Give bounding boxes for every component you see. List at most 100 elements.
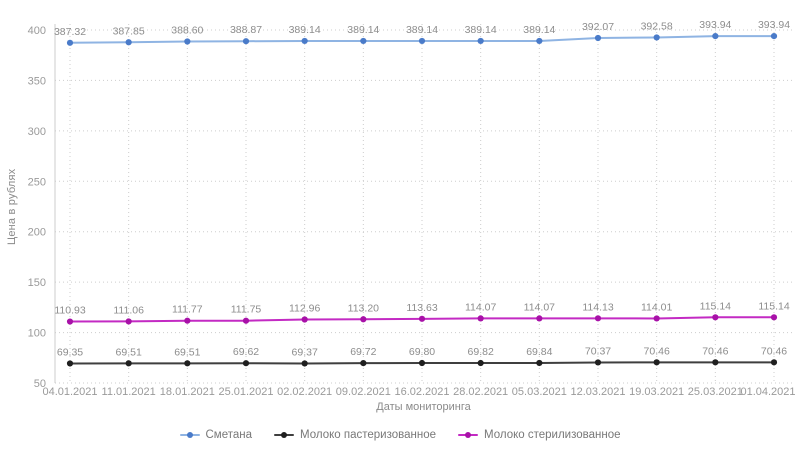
- series-bullet-1[interactable]: [242, 360, 250, 367]
- value-label: 389.14: [406, 24, 438, 36]
- series-bullet-0[interactable]: [360, 37, 367, 45]
- legend-label: Молоко пастеризованное: [300, 429, 436, 441]
- y-tick-label: 400: [28, 25, 46, 37]
- y-tick-label: 100: [28, 328, 46, 340]
- series-bullet-2[interactable]: [184, 317, 191, 324]
- value-label: 69.35: [57, 346, 83, 358]
- series-bullet-2[interactable]: [770, 314, 778, 321]
- value-label: 111.77: [172, 304, 203, 316]
- value-label: 114.07: [465, 301, 496, 313]
- legend-line-dot-icon: [458, 431, 478, 439]
- x-tick-label: 04.01.2021: [42, 386, 97, 398]
- series-bullet-2[interactable]: [536, 315, 543, 322]
- x-tick-label: 12.03.2021: [570, 386, 625, 398]
- series-bullet-0[interactable]: [418, 37, 426, 45]
- value-label: 110.93: [54, 305, 85, 317]
- legend-label: Молоко стерилизованное: [484, 429, 621, 441]
- series-bullet-1[interactable]: [125, 360, 132, 367]
- series-bullet-2[interactable]: [242, 317, 250, 324]
- legend: Сметана Молоко пастеризованное Молоко стер…: [0, 429, 800, 441]
- value-label: 392.07: [582, 21, 614, 33]
- value-label: 114.01: [641, 301, 672, 313]
- series-bullet-2[interactable]: [301, 316, 308, 323]
- series-bullet-2[interactable]: [477, 315, 484, 322]
- value-label: 69.84: [526, 346, 552, 358]
- value-label: 70.46: [702, 345, 728, 357]
- value-label: 113.63: [406, 302, 437, 314]
- series-bullet-1[interactable]: [360, 360, 367, 367]
- legend-label: Сметана: [205, 429, 253, 441]
- value-label: 387.85: [113, 25, 145, 37]
- value-label: 392.58: [641, 20, 673, 32]
- x-tick-label: 02.02.2021: [277, 386, 332, 398]
- legend-item-1[interactable]: Молоко пастеризованное: [274, 429, 436, 441]
- series-bullet-0[interactable]: [66, 39, 74, 46]
- legend-line-dot-icon: [274, 431, 295, 439]
- value-label: 113.20: [348, 302, 379, 314]
- series-bullet-2[interactable]: [360, 316, 367, 323]
- series-bullet-1[interactable]: [477, 359, 484, 367]
- series-bullet-1[interactable]: [594, 359, 602, 366]
- series-bullet-0[interactable]: [594, 34, 602, 42]
- series-bullet-2[interactable]: [594, 315, 602, 322]
- series-bullet-1[interactable]: [712, 359, 719, 366]
- series-bullet-2[interactable]: [712, 314, 719, 321]
- x-tick-label: 01.04.2021: [740, 386, 795, 398]
- plot-area: 50 100 150 200 250 300 350 400 04.01.2021 11.01.2…: [28, 19, 796, 398]
- value-label: 389.14: [289, 24, 321, 36]
- y-tick-label: 200: [28, 227, 46, 239]
- value-label: 69.82: [468, 346, 494, 358]
- value-label: 388.87: [230, 24, 262, 36]
- value-label: 70.46: [761, 345, 787, 357]
- series-bullet-1[interactable]: [184, 360, 191, 367]
- series-bullet-0[interactable]: [653, 34, 660, 41]
- x-tick-label: 16.02.2021: [394, 386, 449, 398]
- y-tick-label: 300: [28, 126, 46, 138]
- value-label: 69.72: [350, 346, 376, 358]
- value-label: 70.37: [585, 345, 611, 357]
- value-label: 69.80: [409, 346, 435, 358]
- value-label: 69.37: [292, 346, 318, 358]
- series-bullet-0[interactable]: [242, 38, 250, 45]
- x-tick-label: 11.01.2021: [102, 386, 156, 398]
- value-label: 69.62: [233, 346, 259, 358]
- y-tick-label: 350: [28, 75, 46, 87]
- x-axis-title: Даты мониторинга: [376, 401, 471, 413]
- series-bullet-1[interactable]: [653, 359, 660, 366]
- value-label: 389.14: [347, 24, 379, 36]
- series-bullet-1[interactable]: [418, 359, 426, 367]
- series-bullet-0[interactable]: [125, 39, 132, 46]
- legend-line-dot-icon: [179, 431, 200, 439]
- series-bullet-2[interactable]: [418, 315, 426, 322]
- series-bullet-0[interactable]: [536, 37, 543, 45]
- series-bullet-0[interactable]: [184, 38, 191, 45]
- series-bullet-1[interactable]: [770, 359, 778, 366]
- value-label: 389.14: [523, 24, 555, 36]
- value-label: 69.51: [116, 346, 142, 358]
- legend-item-2[interactable]: Молоко стерилизованное: [458, 429, 620, 441]
- series-bullet-2[interactable]: [66, 318, 74, 325]
- value-label: 70.46: [644, 345, 670, 357]
- value-label: 114.07: [524, 301, 555, 313]
- value-label: 393.94: [758, 19, 790, 31]
- x-tick-label: 09.02.2021: [336, 386, 391, 398]
- value-label: 115.14: [700, 300, 731, 312]
- series-bullet-1[interactable]: [66, 360, 74, 367]
- value-label: 393.94: [699, 19, 731, 31]
- series-bullet-0[interactable]: [770, 33, 778, 40]
- legend-item-0[interactable]: Сметана: [179, 429, 253, 441]
- value-label: 69.51: [174, 346, 200, 358]
- series-bullet-2[interactable]: [125, 318, 132, 325]
- series-bullet-1[interactable]: [536, 359, 543, 367]
- series-bullet-2[interactable]: [653, 315, 660, 322]
- series-bullet-0[interactable]: [712, 33, 719, 40]
- series-bullet-1[interactable]: [301, 360, 308, 367]
- series-bullet-0[interactable]: [477, 37, 484, 45]
- y-tick-label: 150: [28, 277, 46, 289]
- value-label: 111.06: [113, 304, 144, 316]
- series-bullet-0[interactable]: [301, 37, 308, 45]
- value-label: 111.75: [231, 304, 262, 316]
- value-label: 112.96: [289, 303, 320, 315]
- value-label: 115.14: [758, 300, 789, 312]
